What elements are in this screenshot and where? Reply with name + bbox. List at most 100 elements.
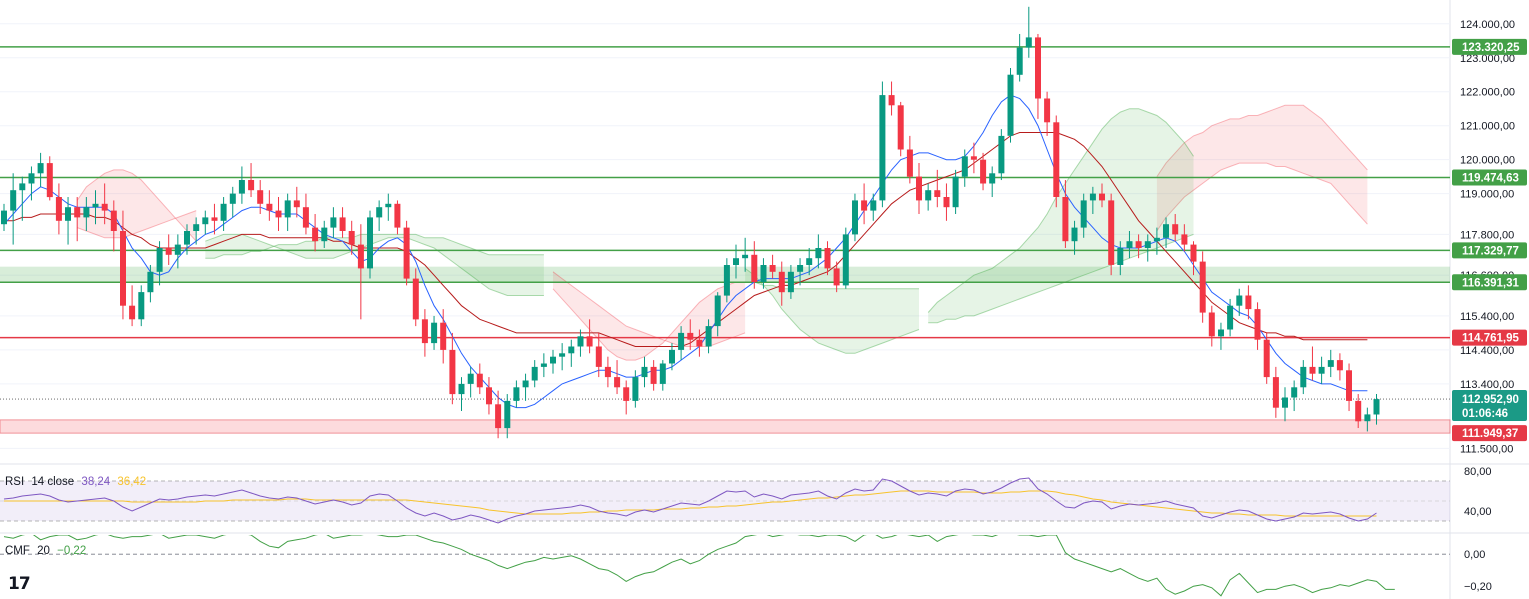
ichimoku-cloud-green-edge-a	[744, 267, 920, 354]
candle-body	[659, 363, 666, 384]
candle	[431, 315, 438, 350]
candle	[714, 292, 721, 337]
candle	[778, 261, 785, 306]
candle-body	[1263, 339, 1270, 378]
candle	[879, 81, 886, 208]
candle	[284, 193, 291, 231]
rsi-legend[interactable]: RSI 14 close 38,24 36,42	[5, 476, 150, 488]
candle	[257, 180, 264, 215]
candle-body	[623, 387, 630, 401]
candle	[421, 309, 428, 357]
level-tag-bg	[1452, 329, 1527, 346]
candle-body	[1126, 241, 1133, 248]
candle	[120, 210, 126, 320]
candle-body	[961, 156, 968, 177]
candle	[1099, 183, 1105, 208]
candle-body	[1135, 241, 1142, 248]
candle	[110, 200, 117, 252]
candle	[1318, 356, 1325, 384]
candle	[513, 380, 520, 408]
candle	[312, 214, 319, 252]
candle-body	[284, 200, 291, 218]
ichimoku-cloud-red	[77, 169, 197, 242]
candle	[705, 319, 712, 354]
candle	[595, 332, 602, 378]
cmf-legend[interactable]: CMF 20 −0,22	[5, 545, 90, 557]
candle	[412, 268, 419, 327]
candle-body	[870, 200, 877, 211]
candle	[1245, 285, 1252, 320]
price-tick-label: 120.000,00	[1460, 155, 1515, 167]
candle-body	[1245, 295, 1252, 310]
candle	[870, 193, 877, 221]
candle-body	[604, 366, 611, 378]
candle	[293, 186, 300, 218]
candle	[604, 356, 611, 388]
candle-body	[174, 244, 181, 255]
ichimoku-cloud-red-edge-b	[552, 271, 746, 347]
candle-body	[147, 271, 154, 293]
candle	[1300, 360, 1307, 395]
candle-body	[46, 163, 53, 198]
candle	[1291, 380, 1298, 412]
candle	[1044, 91, 1051, 136]
candle	[1309, 346, 1316, 381]
candle-body	[980, 159, 987, 184]
candle	[1144, 234, 1151, 262]
ichimoku-cloud-red-edge-a	[552, 281, 746, 361]
candle	[302, 193, 309, 235]
candle	[1227, 298, 1234, 337]
candle	[74, 197, 81, 242]
candle-body	[641, 366, 648, 378]
candle-body	[65, 207, 71, 221]
tradingview-logo[interactable]: 17	[8, 574, 31, 594]
candle-body	[248, 180, 255, 191]
candle	[733, 244, 739, 279]
candle	[339, 207, 346, 238]
candle-body	[1163, 224, 1169, 238]
candle-body	[742, 254, 749, 259]
level-tag-bg	[1452, 169, 1527, 186]
candle	[129, 285, 136, 327]
candle	[1126, 231, 1133, 259]
candle-body	[687, 332, 694, 340]
candle	[751, 241, 758, 289]
candle-body	[101, 203, 108, 211]
candle	[1080, 193, 1087, 238]
candle-body	[1208, 312, 1215, 337]
cmf-line	[3, 535, 1395, 597]
candle-body	[513, 387, 520, 401]
candle-body	[842, 234, 849, 286]
candle-body	[74, 207, 81, 218]
candle	[367, 210, 373, 279]
candle	[1254, 302, 1261, 350]
candle-body	[1007, 74, 1014, 136]
candle	[1153, 227, 1160, 255]
candle-body	[440, 322, 447, 350]
candle-body	[421, 319, 428, 344]
candle	[238, 166, 245, 204]
candle-body	[348, 231, 355, 245]
candle-body	[577, 336, 584, 347]
candle	[888, 81, 895, 116]
candle	[669, 343, 675, 371]
candle-body	[202, 217, 209, 225]
candle	[559, 343, 566, 371]
ichimoku-cloud-green-edge-a	[205, 233, 544, 296]
kijun-line	[4, 132, 1368, 347]
candle-body	[467, 373, 474, 384]
candle	[842, 227, 849, 289]
price-tick-label: 124.000,00	[1460, 19, 1515, 31]
candle-body	[403, 227, 410, 279]
ichimoku-cloud-red-edge-a	[1156, 162, 1368, 232]
candle	[28, 166, 35, 201]
candle	[101, 183, 108, 225]
candle	[376, 200, 383, 231]
candle-body	[10, 190, 17, 211]
candle-body	[184, 231, 190, 245]
candle-body	[568, 346, 575, 354]
candle-body	[632, 377, 639, 401]
candle	[641, 356, 648, 388]
price-tick-label: 114.400,00	[1460, 345, 1514, 357]
